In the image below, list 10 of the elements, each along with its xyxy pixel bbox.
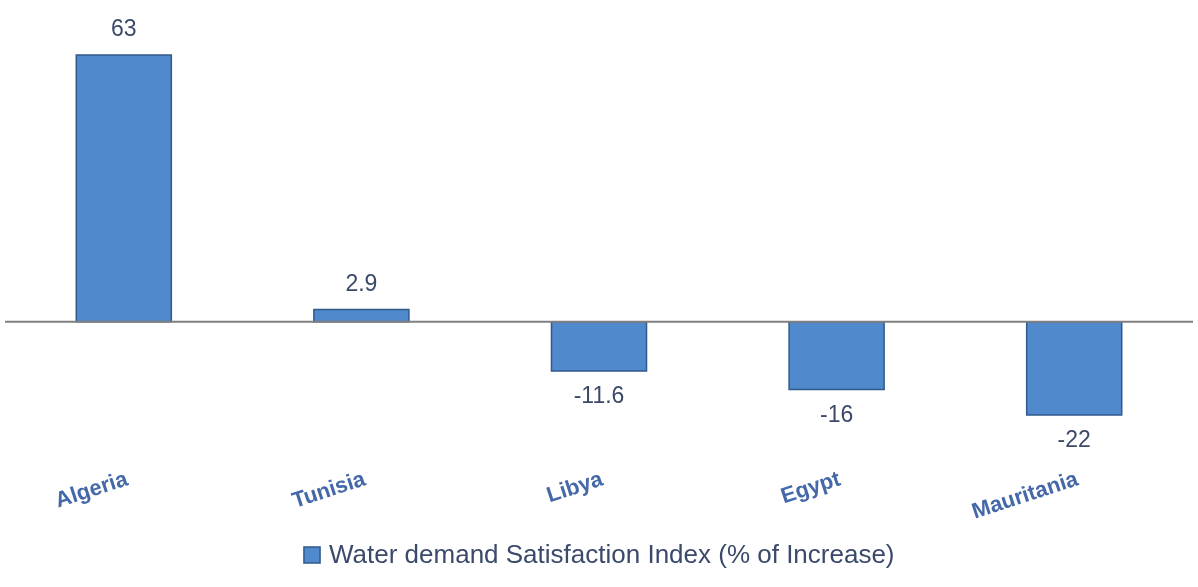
x-tick-label: Algeria	[51, 465, 132, 513]
x-tick-label: Tunisia	[288, 465, 369, 513]
data-label: -11.6	[573, 381, 625, 408]
data-label: -16	[819, 400, 854, 427]
data-label: -22	[1057, 426, 1091, 452]
x-tick-label: Libya	[543, 465, 607, 508]
legend-label: Water demand Satisfaction Index (% of Increase)	[329, 539, 895, 569]
x-tick-label: Egypt	[777, 465, 845, 509]
data-label: 63	[111, 15, 137, 41]
data-label: 2.9	[345, 269, 378, 296]
